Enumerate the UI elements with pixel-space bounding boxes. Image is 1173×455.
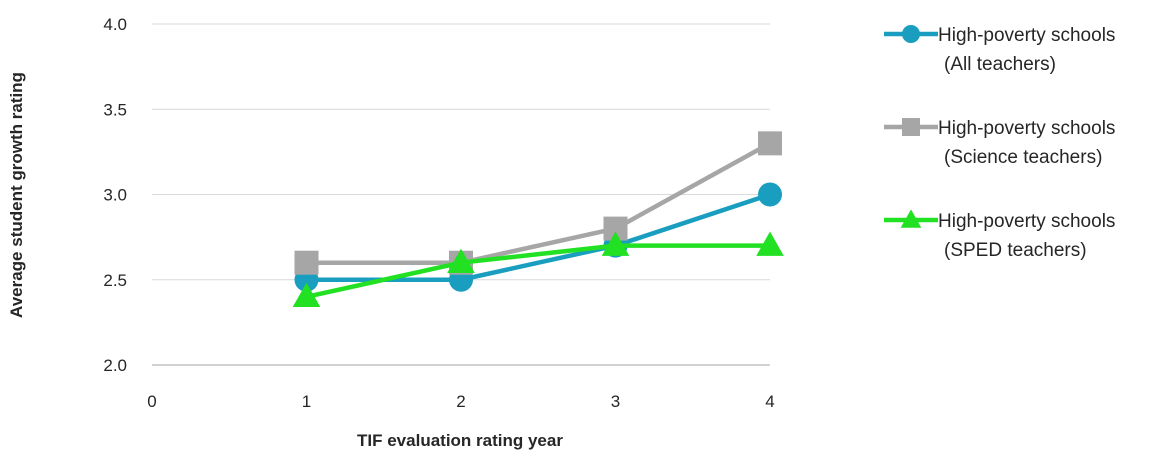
x-tick-label: 2 <box>456 392 465 411</box>
series-line <box>306 141 772 265</box>
series-group <box>292 131 784 308</box>
legend-label-sub: (SPED teachers) <box>944 240 1087 261</box>
data-point <box>292 282 321 308</box>
data-point <box>758 182 782 207</box>
legend-marker <box>902 118 920 136</box>
data-point <box>756 231 784 256</box>
legend-marker <box>900 209 922 228</box>
x-tick-label: 0 <box>147 392 156 411</box>
legend-marker <box>902 25 920 43</box>
legend: High-poverty schools(All teachers)High-p… <box>884 25 1115 261</box>
legend-label-sub: (Science teachers) <box>944 147 1102 168</box>
data-point <box>447 248 475 273</box>
y-tick-label: 4.0 <box>103 15 127 34</box>
series-2 <box>294 131 782 275</box>
x-tick-label: 3 <box>611 392 620 411</box>
y-tick-label: 2.5 <box>103 271 127 290</box>
y-tick-label: 3.5 <box>103 100 127 119</box>
gridlines <box>152 23 770 366</box>
series-1 <box>294 182 782 292</box>
y-axis-title: Average student growth rating <box>7 72 26 318</box>
series-3 <box>292 231 784 308</box>
legend-item: High-poverty schools (All teachers) <box>884 25 1115 75</box>
legend-label-sub: (All teachers) <box>944 54 1056 75</box>
series-line <box>306 243 770 299</box>
legend-label: High-poverty schools <box>938 211 1115 232</box>
x-axis-ticks: 0 1 2 3 4 <box>147 392 774 411</box>
data-point <box>601 231 630 256</box>
y-tick-label: 2.0 <box>103 356 127 375</box>
x-axis-title: TIF evaluation rating year <box>357 431 563 450</box>
legend-item: High-poverty schools (Science teachers) <box>884 118 1115 168</box>
y-axis-ticks: 2.0 2.5 3.0 3.5 4.0 <box>103 15 127 375</box>
x-tick-label: 4 <box>765 392 774 411</box>
series-line <box>306 192 771 282</box>
data-point <box>758 131 782 156</box>
legend-label: High-poverty schools <box>938 25 1115 46</box>
x-tick-label: 1 <box>302 392 311 411</box>
legend-label: High-poverty schools <box>938 118 1115 139</box>
y-tick-label: 3.0 <box>103 186 127 205</box>
legend-item: High-poverty schools (SPED teachers) <box>884 209 1115 261</box>
data-point <box>294 250 319 275</box>
